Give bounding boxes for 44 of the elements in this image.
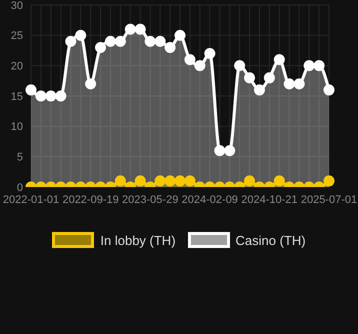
point [144,36,156,47]
point [75,30,86,41]
y-tick-label: 10 [10,121,23,134]
point [104,36,116,47]
y-tick-label: 5 [16,152,23,164]
point [244,72,256,84]
point [254,84,265,96]
point [264,72,275,84]
point [124,24,136,35]
x-tick-label: 2023-05-29 [122,194,178,206]
point [314,60,325,72]
x-tick-label: 2025-07-01 [300,194,358,206]
point [194,60,206,72]
point [204,48,216,60]
point [26,84,36,96]
point [304,60,315,72]
x-tick-label: 2022-01-01 [2,194,60,206]
point [134,24,146,35]
point [284,78,295,90]
x-tick-label: 2022-09-19 [62,194,119,206]
point [114,36,126,47]
y-tick-label: 25 [10,30,23,42]
point [65,36,76,47]
x-tick-label: 2024-10-21 [241,194,298,206]
y-tick-label: 0 [16,182,23,194]
x-tick-label: 2024-02-09 [182,194,238,206]
point [35,90,46,102]
point [164,42,176,53]
y-tick-label: 20 [10,60,23,73]
y-tick-label: 15 [10,90,23,103]
point [55,90,66,102]
point [184,54,196,66]
point [85,78,96,90]
legend-label: In lobby (TH) [100,232,176,248]
point [154,36,166,47]
point [45,90,56,102]
point [274,54,285,66]
point [174,30,186,41]
y-tick-label: 30 [10,0,23,12]
legend-label: Casino (TH) [236,232,306,248]
point [294,78,305,90]
point [324,84,334,96]
point [95,42,106,53]
point [234,60,246,72]
